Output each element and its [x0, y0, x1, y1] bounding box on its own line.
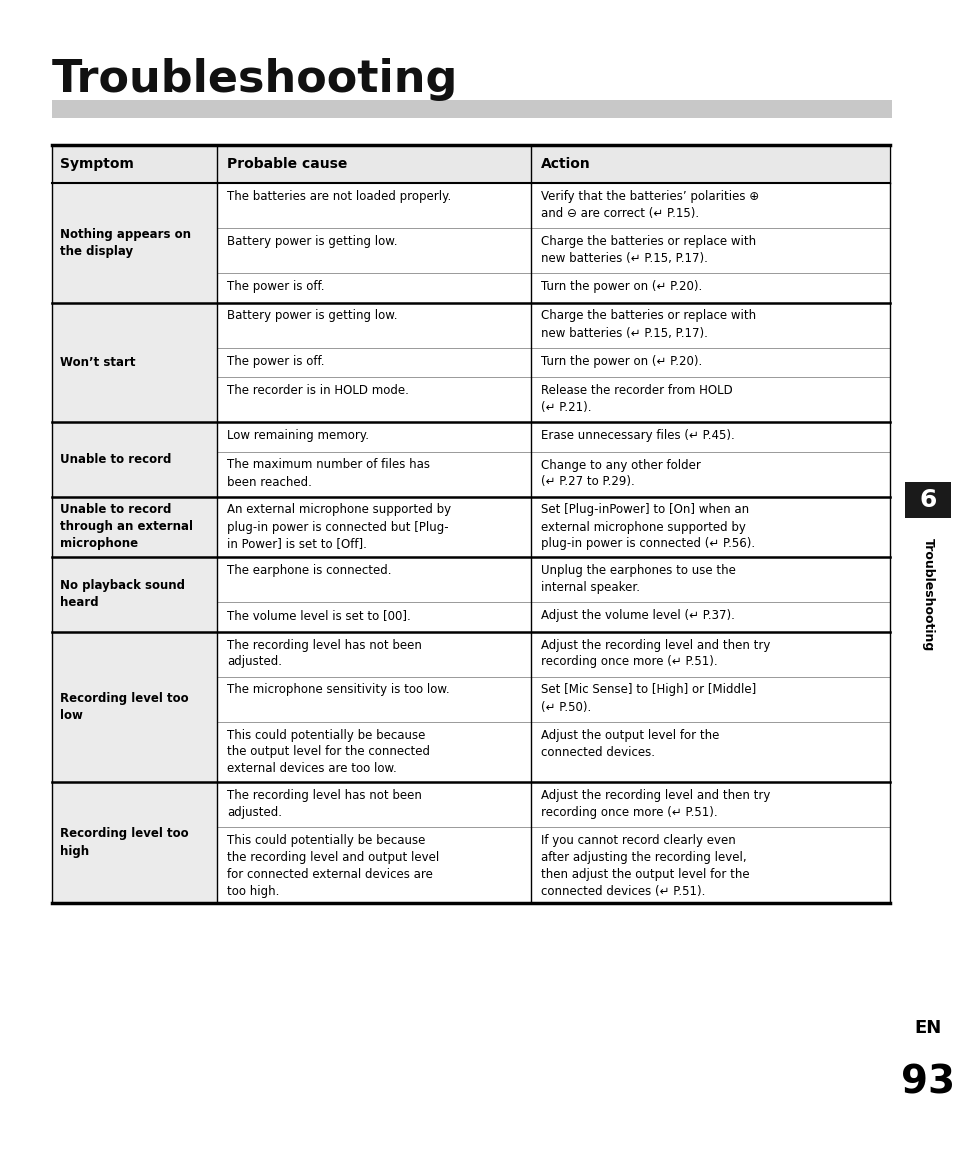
Text: Adjust the output level for the
connected devices.: Adjust the output level for the connecte… — [540, 728, 719, 758]
Text: Won’t start: Won’t start — [60, 356, 135, 368]
Text: Battery power is getting low.: Battery power is getting low. — [227, 309, 397, 322]
Text: Adjust the recording level and then try
recording once more (↵ P.51).: Adjust the recording level and then try … — [540, 789, 770, 819]
Text: Symptom: Symptom — [60, 157, 133, 171]
Text: EN: EN — [913, 1019, 941, 1038]
Text: The recording level has not been
adjusted.: The recording level has not been adjuste… — [227, 789, 421, 819]
Text: The volume level is set to [00].: The volume level is set to [00]. — [227, 609, 411, 622]
Text: Unable to record
through an external
microphone: Unable to record through an external mic… — [60, 504, 193, 550]
Bar — [216, 631, 888, 782]
Bar — [216, 497, 888, 557]
Bar — [52, 631, 216, 782]
Bar — [904, 482, 950, 518]
Text: The batteries are not loaded properly.: The batteries are not loaded properly. — [227, 190, 451, 203]
Bar — [52, 782, 216, 903]
Text: Turn the power on (↵ P.20).: Turn the power on (↵ P.20). — [540, 354, 701, 367]
Text: Change to any other folder
(↵ P.27 to P.29).: Change to any other folder (↵ P.27 to P.… — [540, 459, 700, 489]
Bar — [52, 557, 216, 631]
Text: The maximum number of files has
been reached.: The maximum number of files has been rea… — [227, 459, 430, 489]
Text: Turn the power on (↵ P.20).: Turn the power on (↵ P.20). — [540, 280, 701, 293]
Text: Recording level too
low: Recording level too low — [60, 691, 189, 721]
Text: Troubleshooting: Troubleshooting — [52, 58, 457, 101]
Bar — [52, 100, 891, 118]
Text: Verify that the batteries’ polarities ⊕
and ⊖ are correct (↵ P.15).: Verify that the batteries’ polarities ⊕ … — [540, 190, 759, 220]
Text: Charge the batteries or replace with
new batteries (↵ P.15, P.17).: Charge the batteries or replace with new… — [540, 309, 756, 339]
Text: Set [Mic Sense] to [High] or [Middle]
(↵ P.50).: Set [Mic Sense] to [High] or [Middle] (↵… — [540, 683, 756, 713]
Text: Recording level too
high: Recording level too high — [60, 828, 189, 858]
Text: The recording level has not been
adjusted.: The recording level has not been adjuste… — [227, 638, 421, 668]
Bar — [216, 557, 888, 631]
Text: This could potentially be because
the recording level and output level
for conne: This could potentially be because the re… — [227, 834, 438, 897]
Text: Adjust the volume level (↵ P.37).: Adjust the volume level (↵ P.37). — [540, 609, 734, 622]
Text: If you cannot record clearly even
after adjusting the recording level,
then adju: If you cannot record clearly even after … — [540, 834, 749, 897]
Bar — [52, 145, 216, 183]
Text: Probable cause: Probable cause — [227, 157, 347, 171]
Text: An external microphone supported by
plug-in power is connected but [Plug-
in Pow: An external microphone supported by plug… — [227, 504, 451, 550]
Bar — [216, 145, 531, 183]
Bar — [52, 422, 216, 497]
Bar — [216, 782, 888, 903]
Bar — [531, 145, 888, 183]
Text: Nothing appears on
the display: Nothing appears on the display — [60, 228, 191, 258]
Text: No playback sound
heard: No playback sound heard — [60, 579, 185, 609]
Text: Unplug the earphones to use the
internal speaker.: Unplug the earphones to use the internal… — [540, 564, 735, 594]
Text: Release the recorder from HOLD
(↵ P.21).: Release the recorder from HOLD (↵ P.21). — [540, 384, 732, 415]
Text: This could potentially be because
the output level for the connected
external de: This could potentially be because the ou… — [227, 728, 430, 776]
Text: Adjust the recording level and then try
recording once more (↵ P.51).: Adjust the recording level and then try … — [540, 638, 770, 668]
Bar — [52, 302, 216, 422]
Bar — [52, 183, 216, 302]
Text: The microphone sensitivity is too low.: The microphone sensitivity is too low. — [227, 683, 449, 696]
Bar — [216, 183, 888, 302]
Bar — [216, 422, 888, 497]
Text: 93: 93 — [900, 1064, 953, 1102]
Bar — [216, 302, 888, 422]
Bar — [52, 497, 216, 557]
Text: The recorder is in HOLD mode.: The recorder is in HOLD mode. — [227, 384, 409, 397]
Text: Charge the batteries or replace with
new batteries (↵ P.15, P.17).: Charge the batteries or replace with new… — [540, 235, 756, 265]
Text: Troubleshooting: Troubleshooting — [921, 538, 934, 651]
Text: Set [Plug-inPower] to [On] when an
external microphone supported by
plug-in powe: Set [Plug-inPower] to [On] when an exter… — [540, 504, 755, 550]
Text: Battery power is getting low.: Battery power is getting low. — [227, 235, 397, 248]
Text: 6: 6 — [919, 488, 936, 512]
Text: Erase unnecessary files (↵ P.45).: Erase unnecessary files (↵ P.45). — [540, 428, 734, 442]
Text: Low remaining memory.: Low remaining memory. — [227, 428, 369, 442]
Text: Action: Action — [540, 157, 590, 171]
Text: Unable to record: Unable to record — [60, 453, 172, 466]
Text: The power is off.: The power is off. — [227, 280, 324, 293]
Text: The power is off.: The power is off. — [227, 354, 324, 367]
Text: The earphone is connected.: The earphone is connected. — [227, 564, 391, 577]
